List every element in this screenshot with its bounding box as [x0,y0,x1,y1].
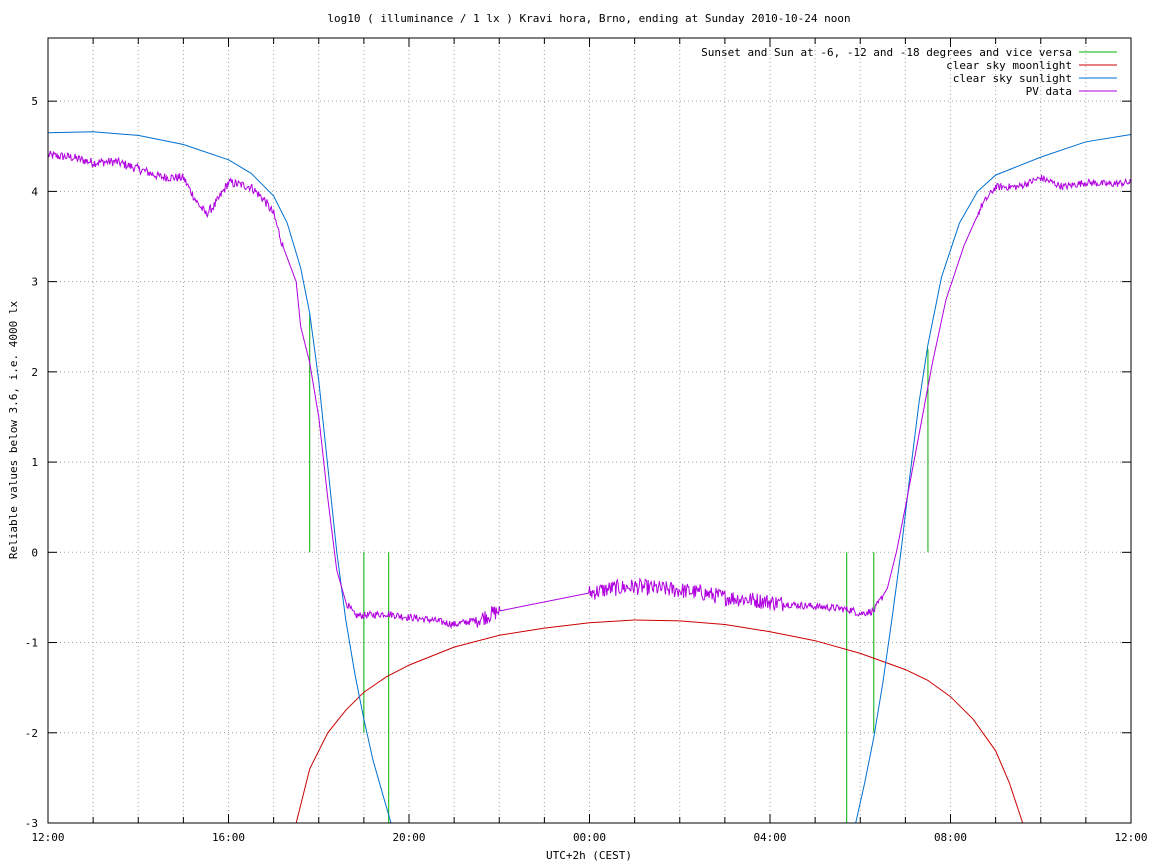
series-layer [47,131,1132,824]
legend: Sunset and Sun at -6, -12 and -18 degree… [701,46,1117,98]
x-tick-label: 00:00 [573,831,606,844]
x-tick-label: 16:00 [212,831,245,844]
y-tick-label: 2 [31,366,38,379]
x-axis-label: UTC+2h (CEST) [546,849,632,862]
series-clear-sky-moonlight-line [295,619,1024,824]
y-tick-label: -2 [25,727,38,740]
tick-labels: -3 -2 -1 0 1 2 3 4 5 12:00 16:00 20:00 00:00 04:00 08:… [25,95,1148,844]
series-clear-sky-sunlight-line [47,131,1132,824]
y-tick-label: 0 [31,546,38,559]
x-tick-label: 12:00 [31,831,64,844]
x-tick-label: 12:00 [1114,831,1147,844]
y-axis-label: Reliable values below 3.6, i.e. 4000 lx [7,300,20,559]
x-tick-label: 04:00 [753,831,786,844]
legend-label: clear sky moonlight [946,59,1072,72]
grid [48,38,1131,823]
series-pv-data-line [47,150,1132,630]
legend-label: PV data [1026,85,1072,98]
y-tick-label: -3 [25,817,38,830]
y-tick-label: 3 [31,276,38,289]
legend-label: Sunset and Sun at -6, -12 and -18 degree… [701,46,1072,59]
y-tick-label: 5 [31,95,38,108]
chart-title: log10 ( illuminance / 1 lx ) Kravi hora,… [327,12,850,25]
legend-label: clear sky sunlight [953,72,1072,85]
y-tick-label: -1 [25,637,38,650]
y-tick-label: 1 [31,456,38,469]
x-tick-label: 08:00 [934,831,967,844]
ticks [47,38,1132,824]
x-tick-label: 20:00 [392,831,425,844]
y-tick-label: 4 [31,185,38,198]
